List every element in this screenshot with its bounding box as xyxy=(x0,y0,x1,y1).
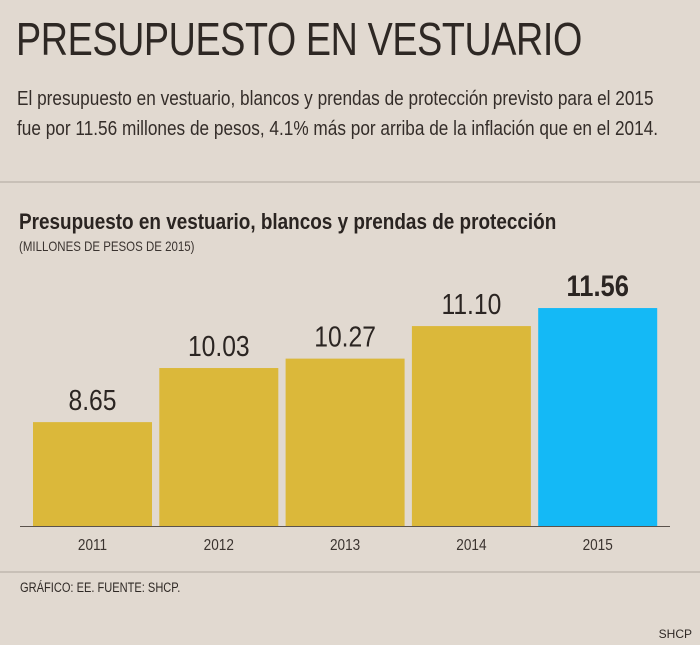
credit-label: SHCP xyxy=(658,627,692,641)
x-tick-label-2012: 2012 xyxy=(204,537,234,554)
x-tick-label-2013: 2013 xyxy=(330,537,360,554)
bar-2011 xyxy=(33,422,152,526)
source-note: GRÁFICO: EE. FUENTE: SHCP. xyxy=(20,580,181,595)
data-label-2014: 11.10 xyxy=(441,288,501,320)
bar-2012 xyxy=(159,368,279,526)
data-label-2012: 10.03 xyxy=(188,330,250,362)
data-label-2015: 11.56 xyxy=(567,269,629,302)
bar-2015 xyxy=(538,308,658,526)
divider-bottom xyxy=(0,571,700,573)
data-label-2013: 10.27 xyxy=(314,321,376,353)
x-tick-label-2014: 2014 xyxy=(456,537,486,554)
x-tick-label-2015: 2015 xyxy=(583,537,613,554)
bar-2014 xyxy=(411,326,531,526)
intro-paragraph: El presupuesto en vestuario, blancos y p… xyxy=(17,87,659,140)
x-tick-label-2011: 2011 xyxy=(78,537,107,554)
data-label-2011: 8.65 xyxy=(69,384,117,416)
page-title: PRESUPUESTO EN VESTUARIO xyxy=(16,13,582,65)
bar-2013 xyxy=(285,358,405,526)
chart-title: Presupuesto en vestuario, blancos y pren… xyxy=(19,209,557,234)
divider-top xyxy=(0,181,700,183)
chart-subtitle: (MILLONES DE PESOS DE 2015) xyxy=(19,238,195,254)
